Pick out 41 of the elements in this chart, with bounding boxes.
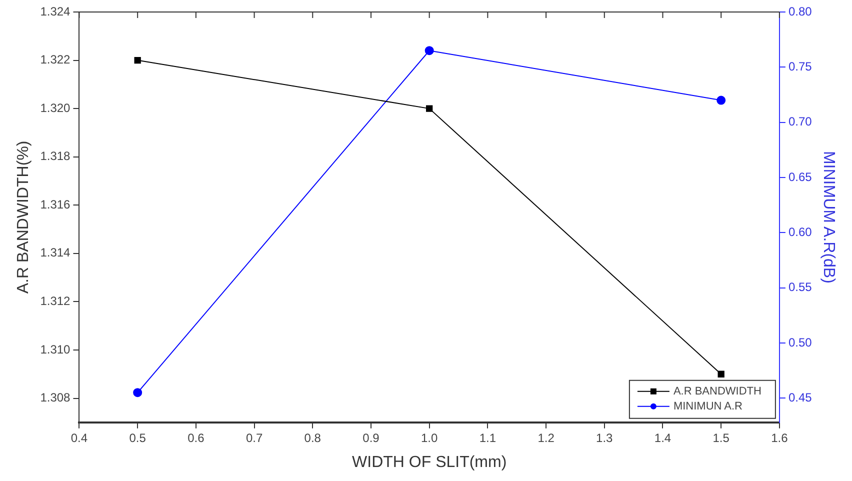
y2-tick-label: 0.60 bbox=[788, 224, 812, 239]
y2-tick-label: 0.55 bbox=[788, 280, 812, 294]
y-tick-label: 1.314 bbox=[40, 246, 71, 260]
point bbox=[716, 96, 726, 105]
x-tick-label: 0.6 bbox=[188, 430, 205, 445]
x-tick-label: 1.0 bbox=[420, 430, 438, 445]
point bbox=[718, 370, 724, 378]
x-tick-label: 1.5 bbox=[712, 430, 730, 445]
point bbox=[426, 105, 433, 112]
y-tick-label: 1.322 bbox=[40, 52, 71, 67]
x-tick-label: 1.6 bbox=[771, 430, 788, 445]
y-tick-label: 1.312 bbox=[40, 294, 71, 308]
x-tick-label: 0.8 bbox=[304, 430, 322, 445]
y2-tick-label: 0.65 bbox=[788, 170, 812, 184]
legend-label: A.R BANDWIDTH bbox=[673, 385, 762, 398]
x-tick-label: 0.5 bbox=[129, 430, 146, 445]
x-tick-label: 0.9 bbox=[362, 430, 380, 445]
y-tick-label: 1.318 bbox=[40, 149, 71, 164]
x-tick-label: 0.4 bbox=[70, 430, 88, 445]
point bbox=[424, 46, 434, 56]
y-axis-title: A.R BANDWIDTH(%) bbox=[15, 140, 32, 294]
y2-tick-label: 0.70 bbox=[788, 114, 812, 129]
y-tick-label: 1.324 bbox=[40, 4, 71, 18]
y2-axis-title: MINIMUM A.R(dB) bbox=[820, 150, 837, 284]
y2-tick-label: 0.80 bbox=[788, 4, 812, 18]
y2-tick-label: 0.50 bbox=[788, 335, 812, 350]
y-tick-label: 1.310 bbox=[40, 342, 71, 356]
y2-tick-label: 0.75 bbox=[788, 59, 812, 74]
x-tick-label: 1.3 bbox=[596, 430, 614, 445]
y2-tick-label: 0.45 bbox=[788, 390, 812, 404]
x-tick-label: 1.2 bbox=[538, 430, 555, 445]
x-tick-label: 0.7 bbox=[246, 430, 263, 445]
x-tick-label: 1.1 bbox=[479, 430, 496, 445]
point bbox=[134, 56, 141, 64]
x-axis-title: WIDTH OF SLIT(mm) bbox=[352, 454, 507, 471]
point bbox=[133, 388, 142, 398]
x-tick-label: 1.4 bbox=[654, 430, 672, 445]
y-tick-label: 1.308 bbox=[40, 390, 71, 405]
y-tick-label: 1.316 bbox=[40, 197, 71, 212]
legend-label: MINIMUN A.R bbox=[673, 400, 743, 412]
y-tick-label: 1.320 bbox=[40, 100, 71, 115]
